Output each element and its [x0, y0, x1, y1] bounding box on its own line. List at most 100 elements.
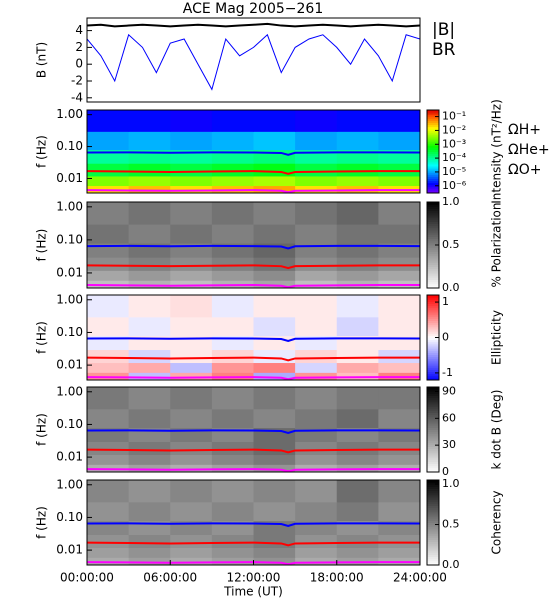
colorbar-swatch [427, 134, 439, 138]
y-tick-label: 0.01 [56, 450, 83, 464]
colorbar-swatch [427, 373, 439, 377]
colorbar-swatch [427, 281, 439, 285]
heatmap-cell [170, 295, 213, 318]
heatmap-cell [211, 464, 254, 472]
heatmap-cell [170, 349, 213, 364]
heatmap-cell [211, 387, 254, 410]
heatmap-cell [87, 316, 130, 337]
colorbar-swatch [427, 174, 439, 177]
heatmap-cell [211, 280, 254, 288]
colorbar-swatch [427, 136, 439, 140]
heatmap-cell [211, 547, 254, 558]
colorbar-swatch [427, 295, 439, 298]
heatmap-cell [336, 408, 379, 429]
heatmap-cell [253, 501, 296, 522]
heatmap-cell [87, 185, 130, 193]
heatmap-cell [378, 387, 420, 410]
colorbar-swatch [427, 391, 439, 394]
heatmap-cell [170, 547, 213, 558]
colorbar-swatch [427, 227, 439, 231]
colorbar-swatch [427, 406, 439, 409]
colorbar-swatch [427, 253, 439, 257]
colorbar-swatch [427, 159, 439, 163]
heatmap-cell [295, 557, 338, 565]
y-tick-label: -4 [71, 90, 83, 104]
colorbar-swatch [427, 163, 439, 167]
plot-area [87, 480, 420, 565]
colorbar-swatch [427, 341, 439, 345]
heatmap-cell [378, 110, 420, 132]
heatmap-cell [87, 454, 130, 465]
colorbar-swatch [427, 343, 439, 347]
heatmap-cell [87, 362, 130, 373]
panel-frame [86, 109, 421, 194]
colorbar-swatch [427, 440, 439, 443]
colorbar-label: Coherency [490, 490, 504, 554]
colorbar-swatch [427, 155, 439, 159]
cyclotron-line [87, 541, 420, 547]
colorbar-swatch [427, 141, 439, 144]
heatmap-cell [295, 372, 338, 380]
heatmap-cell [211, 163, 254, 177]
heatmap-cell [378, 257, 420, 271]
colorbar-tick-label: 1.0 [442, 195, 460, 208]
colorbar-swatch [427, 414, 439, 418]
heatmap-cell [295, 441, 338, 456]
colorbar-swatch [427, 247, 439, 250]
heatmap-cell [253, 175, 296, 187]
legend-entry: |B| [432, 20, 455, 40]
colorbar-label: Ellipticity [490, 310, 504, 365]
heatmap-cell [336, 280, 379, 288]
heatmap-cell [336, 372, 379, 380]
panel-frame [86, 386, 421, 473]
heatmap-cell [295, 480, 338, 503]
colorbar-swatch [427, 320, 439, 324]
heatmap-cell [211, 480, 254, 503]
colorbar-swatch [427, 184, 439, 188]
colorbar-swatch [427, 153, 439, 157]
colorbar-swatch [427, 360, 439, 364]
colorbar-swatch [427, 528, 439, 532]
colorbar-swatch [427, 225, 439, 229]
cyclotron-line [87, 468, 420, 472]
colorbar-tick-label: 10⁻⁵ [442, 165, 466, 178]
y-tick-label: 0.01 [56, 265, 83, 279]
colorbar-swatch [427, 397, 439, 401]
colorbar-swatch [427, 221, 439, 224]
colorbar-swatch [427, 260, 439, 263]
colorbar-swatch [427, 139, 439, 142]
heatmap-cell [128, 454, 171, 465]
colorbar-swatch [427, 356, 439, 360]
cyclotron-line [87, 337, 420, 342]
colorbar-swatch [427, 539, 439, 543]
colorbar-swatch [427, 110, 439, 113]
y-tick-label: 1.00 [56, 477, 83, 491]
colorbar-swatch [427, 524, 439, 528]
colorbar-tick-label: 60 [442, 411, 456, 424]
colorbar-swatch [427, 249, 439, 252]
colorbar-swatch [427, 389, 439, 392]
y-tick-label: 1.00 [56, 384, 83, 398]
colorbar-swatch [427, 412, 439, 416]
heatmap-cell [336, 454, 379, 465]
figure-title: ACE Mag 2005−261 [183, 1, 323, 17]
colorbar-swatch [427, 511, 439, 515]
colorbar-swatch [427, 130, 439, 134]
heatmap-cell [87, 501, 130, 522]
heatmap-cell [211, 441, 254, 456]
colorbar-swatch [427, 369, 439, 372]
heatmap-cell [336, 175, 379, 187]
cyclotron-legend: ΩHe+ [508, 142, 550, 158]
y-tick-label: 0.01 [56, 171, 83, 185]
heatmap-cell [128, 295, 171, 318]
colorbar-swatch [427, 507, 439, 511]
colorbar-swatch [427, 522, 439, 526]
heatmap-cell [336, 270, 379, 281]
heatmap-cell [170, 280, 213, 288]
series-line [87, 33, 420, 91]
colorbar-swatch [427, 238, 439, 242]
heatmap-cell [211, 316, 254, 337]
colorbar-swatch [427, 128, 439, 132]
y-axis-label: f (Hz) [35, 229, 49, 262]
colorbar-swatch [427, 503, 439, 506]
